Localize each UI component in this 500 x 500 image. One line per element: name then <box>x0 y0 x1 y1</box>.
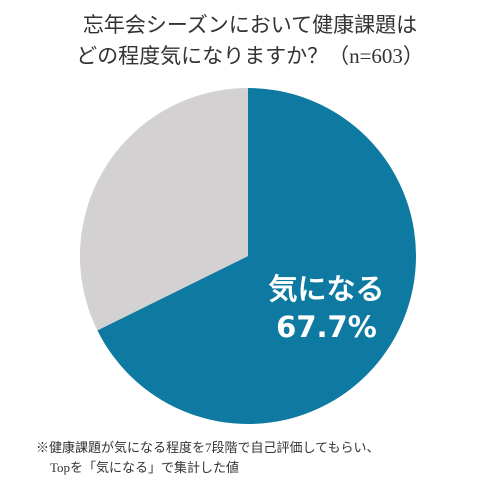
value-label: 67.7% <box>276 310 377 344</box>
footnote: ※健康課題が気になる程度を7段階で自己評価してもらい、 <box>36 440 379 455</box>
pie-slice <box>97 88 417 424</box>
pie-slice <box>79 88 248 331</box>
footnote: Topを「気になる」で集計した値 <box>50 460 239 475</box>
chart-title: 忘年会シーズンにおいて健康課題は <box>83 13 417 37</box>
chart-title: どの程度気になりますか？（n=603） <box>76 44 424 68</box>
slice-label: 気になる <box>268 272 384 306</box>
